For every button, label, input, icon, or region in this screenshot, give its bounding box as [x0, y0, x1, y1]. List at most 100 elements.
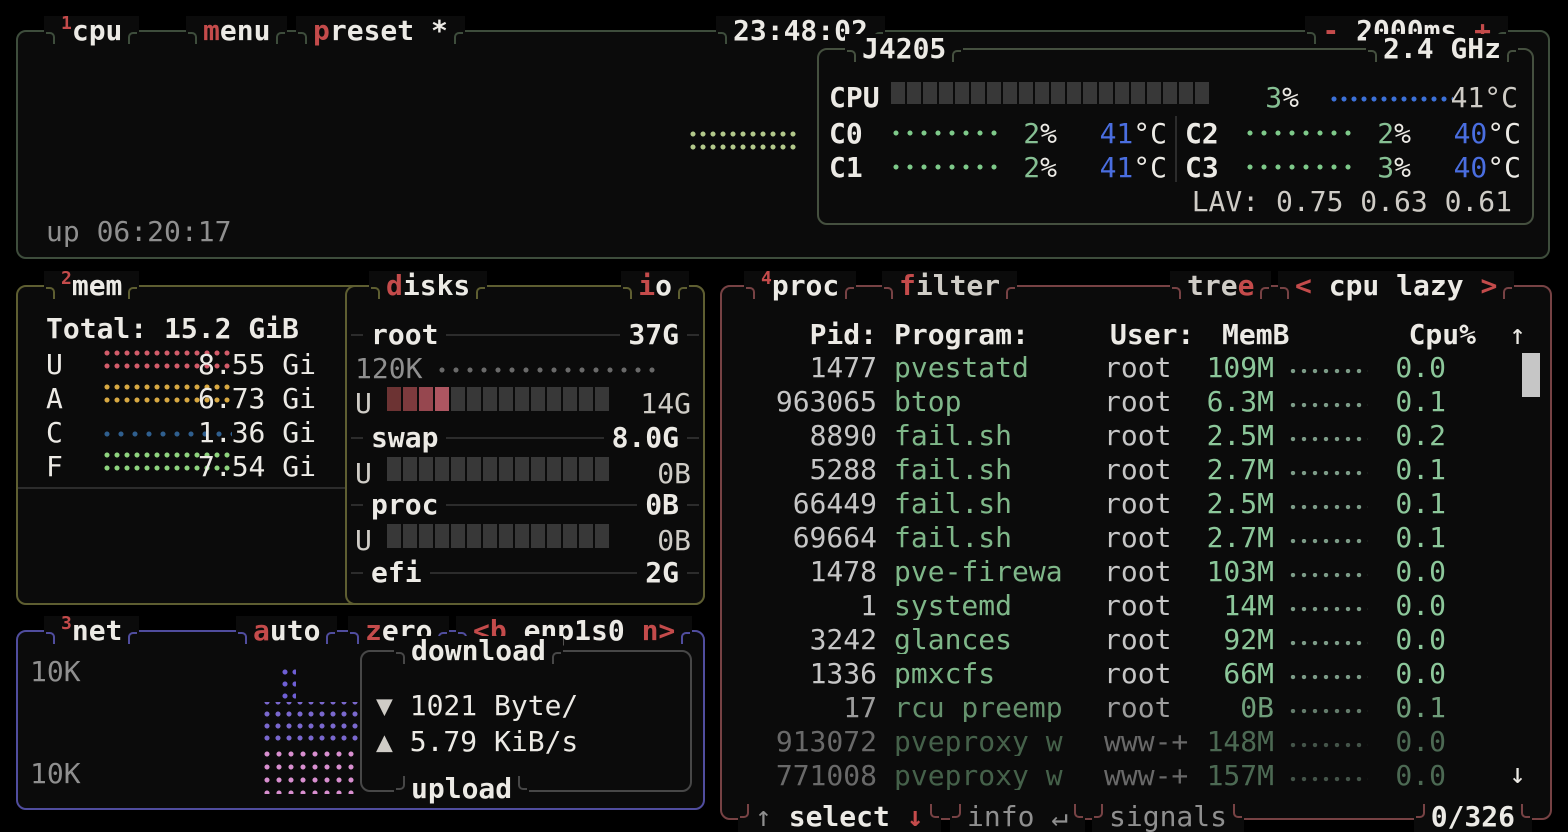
preset-label: reset *: [329, 14, 448, 47]
cpu-box-title-label: cpu: [71, 14, 123, 47]
scroll-up-icon[interactable]: ↑: [1509, 318, 1526, 351]
upload-arrow-icon: ▲: [376, 725, 393, 758]
column-header-cpu[interactable]: Cpu%: [1408, 318, 1476, 351]
mem-total: Total: 15.2 GiB: [46, 312, 299, 345]
notch: [847, 50, 856, 62]
core-label: C1: [829, 151, 863, 184]
process-row[interactable]: 913072 pveproxy w www-+ 148M 0.0: [740, 725, 1536, 759]
menu-button[interactable]: m enu: [186, 16, 288, 46]
process-row[interactable]: 66449 fail.sh root 2.5M 0.1: [740, 487, 1536, 521]
divider-line: [351, 572, 363, 574]
process-user: root: [1104, 351, 1172, 384]
process-cpu: 0.0: [1395, 555, 1446, 588]
proc-filter-button[interactable]: f ilter: [882, 271, 1018, 301]
interval-decrease-button[interactable]: -: [1322, 14, 1340, 47]
disk-name: proc: [371, 488, 439, 521]
divider-line: [351, 504, 363, 506]
select-label: select: [771, 800, 907, 832]
process-pid: 66449: [792, 487, 877, 520]
enter-icon: ↵: [1034, 800, 1069, 832]
process-cpu-graph: [1290, 403, 1368, 413]
process-cpu: 0.0: [1395, 351, 1446, 384]
select-control[interactable]: ↑ select ↓: [738, 802, 941, 832]
zero-hotkey: z: [365, 614, 382, 647]
column-header-user[interactable]: User:: [1110, 318, 1195, 351]
process-row[interactable]: 5288 fail.sh root 2.7M 0.1: [740, 453, 1536, 487]
process-name: fail.sh: [894, 456, 1013, 484]
sort-next-icon[interactable]: >: [1480, 269, 1498, 302]
mem-box-title[interactable]: 2 mem: [44, 270, 140, 301]
process-row[interactable]: 1336 pmxcfs root 66M 0.0: [740, 657, 1536, 691]
preset-button[interactable]: p reset *: [296, 16, 465, 46]
notch: [551, 652, 561, 664]
process-name: rcu_preemp: [894, 694, 1063, 722]
notch: [238, 632, 247, 644]
notch: [188, 32, 197, 44]
interface-next-button[interactable]: n>: [641, 614, 676, 647]
process-row[interactable]: 69664 fail.sh root 2.7M 0.1: [740, 521, 1536, 555]
mem-divider: [18, 487, 345, 489]
net-stats-subbox: download ▼ 1021 Byte/ ▲ 5.79 KiB/s uploa…: [360, 636, 692, 804]
net-scale-bottom: 10K: [30, 757, 81, 790]
process-cpu: 0.0: [1395, 759, 1446, 792]
cpu-total-meter: [891, 82, 1209, 104]
divider-line: [687, 334, 699, 336]
select-up-icon[interactable]: ↑: [755, 800, 772, 832]
process-row[interactable]: 1478 pve-firewa root 103M 0.0: [740, 555, 1536, 589]
notch: [718, 32, 727, 44]
notch: [740, 804, 749, 818]
process-pid: 8890: [809, 419, 877, 452]
disk-used-label: U: [355, 387, 372, 420]
process-row[interactable]: 1 systemd root 14M 0.0: [740, 589, 1536, 623]
process-name: glances: [894, 626, 1013, 654]
info-button[interactable]: info ↵: [950, 800, 1086, 832]
process-user: www-+: [1104, 759, 1189, 792]
mem-available-graph: [104, 383, 232, 409]
core-percent: 3%: [1377, 151, 1411, 184]
process-user: root: [1104, 521, 1172, 554]
disk-name: root: [371, 318, 439, 351]
process-row[interactable]: 963065 btop root 6.3M 0.1: [740, 385, 1536, 419]
cpu-model: J4205: [845, 34, 964, 64]
process-name: fail.sh: [894, 490, 1013, 518]
cpu-box-title[interactable]: 1 cpu: [44, 14, 140, 47]
process-cpu-graph: [1290, 505, 1368, 515]
sort-prev-icon[interactable]: <: [1295, 269, 1312, 302]
column-header-pid[interactable]: Pid:: [809, 318, 877, 351]
mem-row-letter: U: [46, 348, 63, 381]
process-pid: 1336: [809, 657, 877, 690]
download-rate: ▼ 1021 Byte/: [376, 689, 579, 722]
net-scale-top: 10K: [30, 655, 81, 688]
divider-line: [687, 504, 699, 506]
process-row[interactable]: 8890 fail.sh root 2.5M 0.2: [740, 419, 1536, 453]
column-header-program[interactable]: Program:: [894, 318, 1029, 351]
process-pid: 963065: [775, 385, 877, 418]
process-cpu: 0.1: [1395, 453, 1446, 486]
cpu-box: 1 cpu m enu p reset * 23:48:02 - 2000ms + J…: [16, 15, 1550, 259]
process-mem: 2.7M: [1206, 521, 1274, 554]
scrollbar-thumb[interactable]: [1522, 353, 1540, 397]
process-row[interactable]: 17 rcu_preemp root 0B 0.1: [740, 691, 1536, 725]
signals-button[interactable]: signals: [1092, 802, 1245, 832]
process-row[interactable]: 771008 pveproxy w www-+ 157M 0.0: [740, 759, 1536, 793]
select-down-icon[interactable]: ↓: [906, 800, 924, 832]
proc-sort-selector[interactable]: < cpu lazy >: [1278, 269, 1515, 302]
net-auto-button[interactable]: a uto: [236, 616, 338, 646]
process-cpu-graph: [1290, 471, 1368, 481]
column-header-mem[interactable]: MemB: [1222, 318, 1290, 351]
mem-row-value: 8.55 Gi: [197, 348, 316, 381]
process-user: root: [1104, 555, 1172, 588]
process-row[interactable]: 1477 pvestatd root 109M 0.0: [740, 351, 1536, 385]
process-user: root: [1104, 657, 1172, 690]
process-row[interactable]: 3242 glances root 92M 0.0: [740, 623, 1536, 657]
proc-box-title[interactable]: 4 proc: [744, 270, 857, 301]
net-box-title[interactable]: 3 net: [44, 615, 140, 646]
disks-title[interactable]: d isks: [369, 271, 488, 301]
scroll-down-icon[interactable]: ↓: [1509, 757, 1526, 790]
proc-tree-button[interactable]: tre e: [1170, 271, 1272, 301]
divider-line: [351, 437, 363, 439]
cpu-total-temp: 41°C: [1450, 81, 1518, 114]
net-download-graph: [264, 702, 358, 746]
notch: [929, 804, 939, 818]
